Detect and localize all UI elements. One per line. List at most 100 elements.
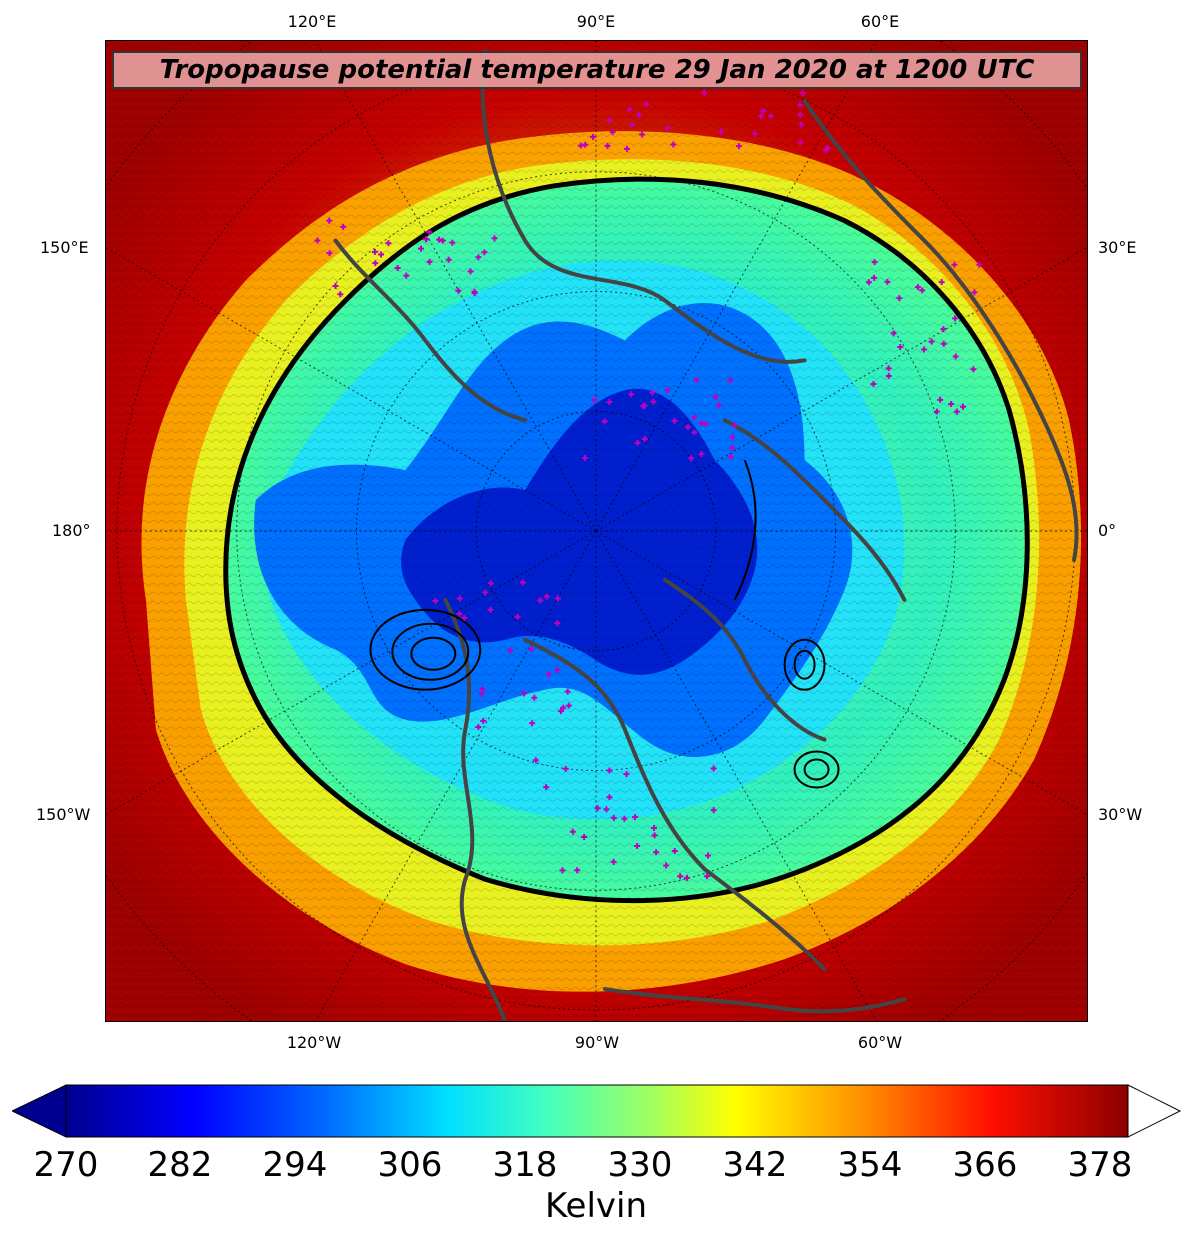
colorbar [12, 1084, 1182, 1138]
station-marker [626, 106, 633, 113]
station-marker [822, 147, 829, 154]
station-marker [885, 365, 892, 372]
station-marker [562, 765, 569, 772]
station-marker [952, 353, 959, 360]
station-marker [664, 125, 671, 132]
station-marker [691, 429, 698, 436]
station-marker [519, 579, 526, 586]
station-marker [543, 593, 550, 600]
station-marker [603, 806, 610, 813]
station-marker [449, 239, 456, 246]
lat-label-left-180: 180° [52, 521, 91, 540]
station-marker [952, 315, 959, 322]
coastlines [333, 48, 1079, 1021]
station-marker [581, 833, 588, 840]
station-marker [971, 289, 978, 296]
colorbar-high-extend [1127, 1084, 1182, 1138]
station-marker [545, 671, 552, 678]
lat-label-right-30e: 30°E [1098, 238, 1137, 257]
station-marker [372, 260, 379, 267]
station-marker [564, 688, 571, 695]
station-marker [670, 141, 677, 148]
station-marker [426, 229, 433, 236]
station-marker [314, 237, 321, 244]
station-marker [623, 145, 630, 152]
station-marker [688, 455, 695, 462]
station-marker [606, 117, 613, 124]
lon-label-bottom-60w: 60°W [857, 1033, 903, 1052]
station-marker [757, 113, 764, 120]
station-marker [482, 589, 489, 596]
colorbar-tick-378: 378 [1067, 1145, 1133, 1185]
station-marker [951, 261, 958, 268]
station-marker [403, 272, 410, 279]
colorbar-tick-270: 270 [33, 1145, 99, 1185]
station-marker [702, 421, 709, 428]
station-marker [569, 828, 576, 835]
station-marker [554, 666, 561, 673]
station-marker [582, 141, 589, 148]
lon-label-top-60e: 60°E [860, 12, 900, 31]
station-marker [340, 223, 347, 230]
lon-label-top-90e: 90°E [576, 12, 616, 31]
station-marker [940, 326, 947, 333]
station-marker [704, 873, 711, 880]
map-title-box: Tropopause potential temperature 29 Jan … [112, 51, 1082, 89]
station-marker [426, 258, 433, 265]
station-marker [480, 717, 487, 724]
station-marker [938, 279, 945, 286]
station-marker [651, 832, 658, 839]
station-marker [798, 121, 805, 128]
station-marker [606, 767, 613, 774]
station-marker [919, 287, 926, 294]
station-marker [671, 418, 678, 425]
station-marker [767, 113, 774, 120]
map-title: Tropopause potential temperature 29 Jan … [159, 55, 1035, 85]
station-marker [635, 112, 642, 119]
station-marker [461, 614, 468, 621]
lon-label-bottom-120w: 120°W [286, 1033, 342, 1052]
station-marker [948, 400, 955, 407]
station-marker [621, 815, 628, 822]
station-marker [729, 444, 736, 451]
station-marker [445, 256, 452, 263]
station-marker [604, 142, 611, 149]
station-marker [712, 394, 719, 401]
station-marker [871, 274, 878, 281]
station-marker [928, 338, 935, 345]
station-marker [664, 387, 671, 394]
station-marker [371, 248, 378, 255]
station-marker [475, 723, 482, 730]
station-marker [481, 249, 488, 256]
station-marker [976, 261, 983, 268]
station-marker [326, 217, 333, 224]
station-marker [653, 849, 660, 856]
dynamic-tropopause-edge [223, 176, 1030, 904]
station-marker [609, 129, 616, 136]
station-marker [478, 691, 485, 698]
station-marker [623, 771, 630, 778]
station-marker [651, 825, 658, 832]
station-marker [417, 245, 424, 252]
station-marker [471, 290, 478, 297]
station-marker [521, 690, 528, 697]
station-marker [729, 434, 736, 441]
station-marker [731, 422, 738, 429]
colorbar-tick-318: 318 [492, 1145, 558, 1185]
station-marker [890, 330, 897, 337]
station-marker [557, 708, 564, 715]
station-marker [507, 647, 514, 654]
station-marker [432, 597, 439, 604]
station-marker [394, 264, 401, 271]
station-marker [559, 867, 566, 874]
lon-label-top-120e: 120°E [287, 12, 337, 31]
map-panel: Tropopause potential temperature 29 Jan … [105, 40, 1088, 1022]
station-marker [884, 278, 891, 285]
station-marker [638, 131, 645, 138]
station-marker [715, 402, 722, 409]
station-marker [456, 595, 463, 602]
station-marker [710, 765, 717, 772]
lat-label-left-150e: 150°E [40, 238, 89, 257]
station-marker [684, 424, 691, 431]
station-marker [718, 128, 725, 135]
